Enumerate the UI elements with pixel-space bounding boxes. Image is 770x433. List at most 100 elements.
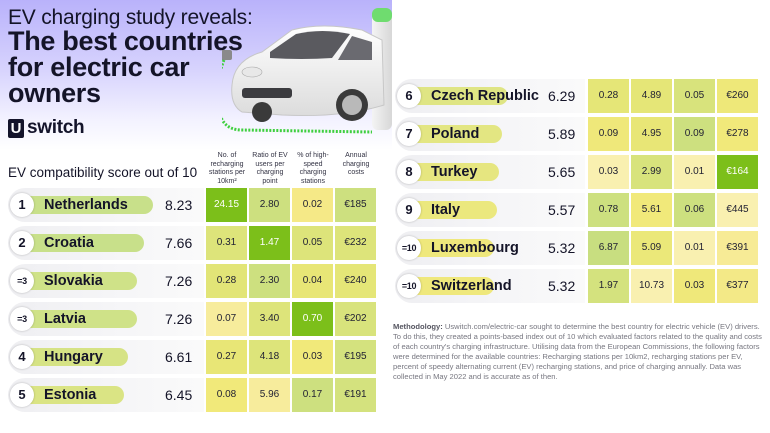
country-name: Switzerland (431, 278, 512, 294)
uswitch-logo: U switch (8, 117, 85, 139)
metric-cell: 6.87 (588, 231, 629, 265)
metric-cell: €391 (717, 231, 758, 265)
metric-cell: 0.03 (674, 269, 715, 303)
rank-badge: 7 (397, 122, 421, 146)
country-name: Italy (431, 202, 461, 218)
table-row: 8 Turkey 5.65 0.03 2.99 0.01 €164 (395, 155, 765, 189)
score-bar (22, 272, 137, 290)
column-header: Ratio of EV users per charging point (252, 152, 288, 185)
column-header: Annual charging costs (342, 152, 370, 176)
metric-cell: 0.05 (292, 226, 333, 260)
electric-car-illustration (222, 8, 392, 134)
table-row: 5 Estonia 6.45 0.08 5.96 0.17 €191 (8, 378, 384, 412)
metric-cell: 0.78 (588, 193, 629, 227)
metric-cell: 0.04 (292, 264, 333, 298)
ev-score: 6.45 (165, 387, 193, 403)
methodology-label: Methodology: (393, 322, 443, 331)
table-row: 7 Poland 5.89 0.09 4.95 0.09 €278 (395, 117, 765, 151)
metric-cell: 2.30 (249, 264, 290, 298)
methodology-note: Methodology: Uswitch.com/electric-car so… (393, 322, 763, 382)
score-bar (409, 201, 497, 219)
metric-cell: 0.02 (292, 188, 333, 222)
country-name: Poland (431, 126, 480, 142)
table-row: 4 Hungary 6.61 0.27 4.18 0.03 €195 (8, 340, 384, 374)
metric-cell: 0.28 (206, 264, 247, 298)
country-name: Czech Republic (431, 88, 539, 104)
score-bar (22, 310, 137, 328)
table-row: =10 Luxembourg 5.32 6.87 5.09 0.01 €391 (395, 231, 765, 265)
rank-badge: 8 (397, 160, 421, 184)
rank-badge: =3 (10, 269, 34, 293)
score-bar (22, 234, 144, 252)
metric-cell: €232 (335, 226, 376, 260)
car-windshield (270, 31, 350, 59)
metric-cell: €164 (717, 155, 758, 189)
table-row: =10 Switzerland 5.32 1.97 10.73 0.03 €377 (395, 269, 765, 303)
metric-cell: 2.80 (249, 188, 290, 222)
metric-cell: €185 (335, 188, 376, 222)
country-name: Luxembourg (431, 240, 519, 256)
table-row: =3 Latvia 7.26 0.07 3.40 0.70 €202 (8, 302, 384, 336)
score-bar (409, 125, 502, 143)
metric-cell: 24.15 (206, 188, 247, 222)
metric-cell: 0.70 (292, 302, 333, 336)
metric-cell: 0.03 (588, 155, 629, 189)
metric-cell: 0.03 (292, 340, 333, 374)
metric-cell: €202 (335, 302, 376, 336)
ev-score: 5.89 (548, 126, 576, 142)
rank-badge: =3 (10, 307, 34, 331)
rank-badge: 9 (397, 198, 421, 222)
metric-cell: 0.05 (674, 79, 715, 113)
score-bar (409, 277, 494, 295)
rank-badge: 1 (10, 193, 34, 217)
metric-cell: €195 (335, 340, 376, 374)
metric-cell: 4.18 (249, 340, 290, 374)
metric-cell: 0.31 (206, 226, 247, 260)
rank-badge: =10 (397, 274, 421, 298)
table-row: =3 Slovakia 7.26 0.28 2.30 0.04 €240 (8, 264, 384, 298)
metric-cell: 5.96 (249, 378, 290, 412)
metric-cell: 4.95 (631, 117, 672, 151)
ev-score: 6.29 (548, 88, 576, 104)
rank-badge: 6 (397, 84, 421, 108)
metric-cell: 0.27 (206, 340, 247, 374)
metric-cell: 5.61 (631, 193, 672, 227)
hero-banner: EV charging study reveals: The best coun… (0, 0, 392, 150)
score-title: EV compatibility score out of 10 (8, 165, 198, 180)
score-bar (409, 163, 499, 181)
country-name: Croatia (44, 235, 94, 251)
ev-score: 5.32 (548, 240, 576, 256)
metric-cell: €278 (717, 117, 758, 151)
metric-cell: 1.97 (588, 269, 629, 303)
metric-cell: €377 (717, 269, 758, 303)
metric-cell: 3.40 (249, 302, 290, 336)
ev-score: 5.32 (548, 278, 576, 294)
metric-cell: €191 (335, 378, 376, 412)
country-name: Estonia (44, 387, 97, 403)
headline: The best countries for electric car owne… (8, 26, 243, 108)
ev-score: 7.26 (165, 273, 193, 289)
metric-cell: 2.99 (631, 155, 672, 189)
metric-cell: 1.47 (249, 226, 290, 260)
table-row: 9 Italy 5.57 0.78 5.61 0.06 €445 (395, 193, 765, 227)
ev-score: 5.57 (548, 202, 576, 218)
ev-score: 7.26 (165, 311, 193, 327)
table-row: 1 Netherlands 8.23 24.15 2.80 0.02 €185 (8, 188, 384, 222)
metric-cell: €260 (717, 79, 758, 113)
country-name: Turkey (431, 164, 478, 180)
metric-cell: 0.08 (206, 378, 247, 412)
ev-score: 6.61 (165, 349, 193, 365)
metric-cell: 4.89 (631, 79, 672, 113)
country-name: Hungary (44, 349, 103, 365)
score-bar (22, 386, 124, 404)
methodology-text: Uswitch.com/electric-car sought to deter… (393, 322, 762, 381)
ev-score: 7.66 (165, 235, 193, 251)
metric-cell: 5.09 (631, 231, 672, 265)
rank-badge: 2 (10, 231, 34, 255)
metric-cell: 0.01 (674, 231, 715, 265)
column-header: No. of recharging stations per 10km² (208, 152, 246, 185)
kicker: EV charging study reveals: (8, 6, 253, 29)
score-bar (409, 87, 508, 105)
rank-badge: =10 (397, 236, 421, 260)
score-bar (409, 239, 494, 257)
